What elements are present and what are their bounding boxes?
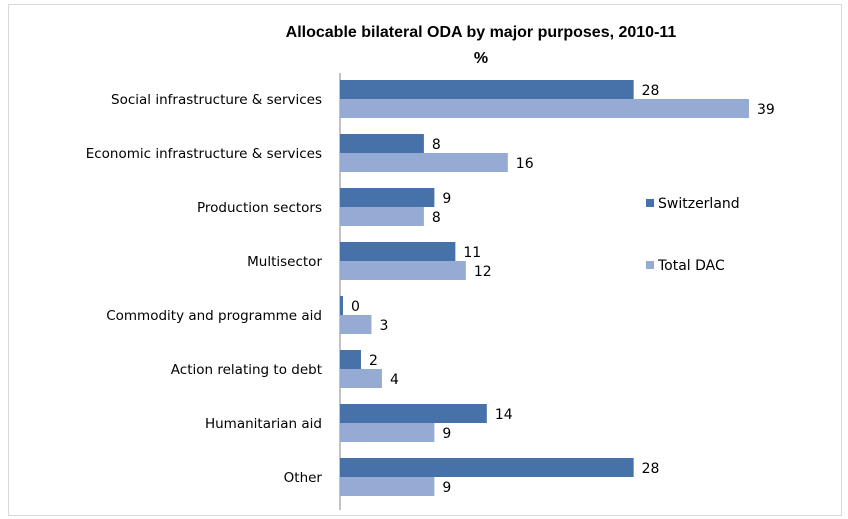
- plot-area: Social infrastructure & services2839Econ…: [86, 80, 775, 496]
- data-label: 14: [495, 407, 513, 423]
- data-label: 28: [642, 461, 660, 477]
- bar-switzerland: [340, 188, 435, 207]
- bar-switzerland: [340, 458, 634, 477]
- bar-total-dac: [340, 153, 508, 172]
- data-label: 39: [757, 102, 775, 118]
- data-label: 8: [432, 210, 441, 226]
- data-label: 9: [442, 191, 451, 207]
- data-label: 9: [442, 426, 451, 442]
- bar-total-dac: [340, 423, 435, 442]
- bar-total-dac: [340, 99, 749, 118]
- data-label: 0: [351, 299, 360, 315]
- data-label: 3: [379, 318, 388, 334]
- data-label: 4: [390, 372, 399, 388]
- legend-swatch: [646, 199, 654, 207]
- bar-total-dac: [340, 207, 424, 226]
- bar-total-dac: [340, 315, 372, 334]
- data-label: 9: [442, 480, 451, 496]
- category-label: Production sectors: [197, 200, 322, 216]
- data-label: 8: [432, 137, 441, 153]
- bar-switzerland: [340, 404, 487, 423]
- category-label: Action relating to debt: [171, 362, 322, 378]
- category-label: Commodity and programme aid: [106, 308, 322, 324]
- category-label: Other: [284, 470, 323, 486]
- chart-title: Allocable bilateral ODA by major purpose…: [286, 24, 677, 41]
- bar-total-dac: [340, 477, 435, 496]
- data-label: 11: [463, 245, 481, 261]
- data-label: 28: [642, 83, 660, 99]
- legend: Switzerland Total DAC: [646, 196, 740, 274]
- bar-switzerland: [340, 80, 634, 99]
- data-label: 16: [516, 156, 534, 172]
- legend-label: Switzerland: [658, 196, 740, 212]
- category-label: Humanitarian aid: [205, 416, 322, 432]
- bar-switzerland: [340, 134, 424, 153]
- category-label: Multisector: [247, 254, 322, 270]
- bar-switzerland: [340, 242, 456, 261]
- legend-label: Total DAC: [657, 258, 725, 274]
- bar-switzerland: [340, 350, 361, 369]
- bar-switzerland: [340, 296, 343, 315]
- data-label: 12: [474, 264, 492, 280]
- category-label: Social infrastructure & services: [111, 92, 322, 108]
- chart-subtitle: %: [474, 50, 488, 67]
- bar-total-dac: [340, 261, 466, 280]
- data-label: 2: [369, 353, 378, 369]
- legend-swatch: [646, 261, 654, 269]
- bar-total-dac: [340, 369, 382, 388]
- category-label: Economic infrastructure & services: [86, 146, 322, 162]
